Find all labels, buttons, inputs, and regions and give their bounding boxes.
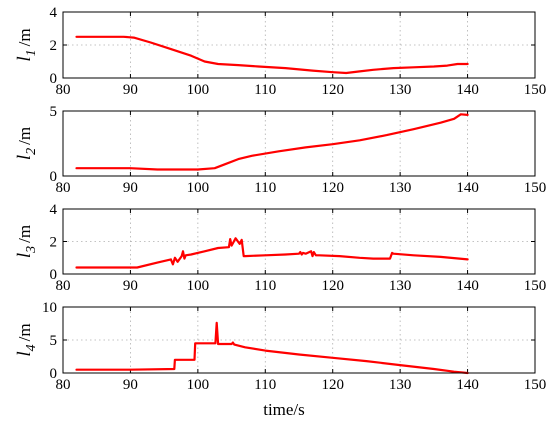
x-tick-label: 80 bbox=[56, 82, 71, 98]
y-axis-label-subscript: 4 bbox=[24, 344, 39, 351]
axes-frame bbox=[62, 306, 536, 374]
x-tick-label: 110 bbox=[254, 377, 276, 393]
x-tick-label: 80 bbox=[56, 377, 71, 393]
x-tick-label: 110 bbox=[254, 180, 276, 196]
y-tick-label: 5 bbox=[50, 333, 58, 349]
y-axis-label-symbol: l bbox=[14, 351, 35, 356]
y-axis-label-subscript: 2 bbox=[24, 148, 39, 155]
y-tick-label: 0 bbox=[50, 71, 58, 87]
y-tick-label: 2 bbox=[50, 38, 58, 54]
y-tick-label: 4 bbox=[50, 5, 58, 21]
x-tick-label: 110 bbox=[254, 82, 276, 98]
y-tick-label: 0 bbox=[50, 267, 58, 283]
y-tick-label: 5 bbox=[50, 104, 58, 120]
x-tick-label: 80 bbox=[56, 278, 71, 294]
x-tick-label: 90 bbox=[123, 82, 138, 98]
x-tick-label: 100 bbox=[187, 377, 210, 393]
x-tick-label: 150 bbox=[524, 377, 547, 393]
x-tick-label: 140 bbox=[456, 180, 479, 196]
y-axis-label: l3/m bbox=[14, 225, 39, 258]
y-axis-label-unit: /m bbox=[15, 127, 34, 145]
x-tick-label: 120 bbox=[321, 82, 344, 98]
x-tick-label: 90 bbox=[123, 377, 138, 393]
x-tick-label: 140 bbox=[456, 82, 479, 98]
x-tick-label: 140 bbox=[456, 377, 479, 393]
x-tick-label: 100 bbox=[187, 180, 210, 196]
y-tick-label: 4 bbox=[50, 202, 58, 218]
series-line-3 bbox=[75, 237, 469, 269]
y-axis-label: l4/m bbox=[14, 323, 39, 356]
x-tick-label: 100 bbox=[187, 278, 210, 294]
y-axis-label-symbol: l bbox=[14, 56, 35, 61]
series-line-4 bbox=[75, 321, 469, 375]
y-axis-label-unit: /m bbox=[15, 225, 34, 243]
x-tick-label: 100 bbox=[187, 82, 210, 98]
x-tick-label: 140 bbox=[456, 278, 479, 294]
axes-frame bbox=[62, 208, 536, 275]
x-tick-label: 120 bbox=[321, 377, 344, 393]
y-axis-label: l2/m bbox=[14, 127, 39, 160]
x-tick-label: 130 bbox=[389, 377, 412, 393]
y-tick-label: 10 bbox=[42, 300, 57, 316]
subplot-2: 80 90 100 110 120 130 140 150 0 5 l2/m bbox=[14, 104, 546, 196]
subplot-3: 80 90 100 110 120 130 140 150 0 2 4 l3/m bbox=[14, 202, 546, 294]
y-tick-label: 2 bbox=[50, 235, 58, 251]
x-tick-label: 120 bbox=[321, 180, 344, 196]
y-tick-label: 0 bbox=[50, 169, 58, 185]
x-tick-label: 150 bbox=[524, 82, 547, 98]
y-axis-label-unit: /m bbox=[15, 323, 34, 341]
y-axis-label-subscript: 1 bbox=[24, 49, 39, 56]
x-tick-label: 120 bbox=[321, 278, 344, 294]
y-axis-label-symbol: l bbox=[14, 253, 35, 258]
x-tick-label: 150 bbox=[524, 278, 547, 294]
x-tick-label: 130 bbox=[389, 82, 412, 98]
y-axis-label: l1/m bbox=[14, 28, 39, 61]
y-axis-label-subscript: 3 bbox=[24, 246, 39, 254]
x-axis-label: time/s bbox=[263, 400, 305, 419]
y-axis-label-symbol: l bbox=[14, 155, 35, 160]
subplot-1: 80 90 100 110 120 130 140 150 0 2 4 l1/m bbox=[14, 5, 546, 98]
y-axis-label-unit: /m bbox=[15, 28, 34, 46]
x-tick-label: 110 bbox=[254, 278, 276, 294]
y-tick-label: 0 bbox=[50, 366, 58, 382]
x-tick-label: 130 bbox=[389, 278, 412, 294]
axes-frame bbox=[62, 11, 536, 79]
series-line-2 bbox=[75, 113, 469, 171]
x-tick-label: 80 bbox=[56, 180, 71, 196]
x-tick-label: 90 bbox=[123, 180, 138, 196]
x-tick-label: 130 bbox=[389, 180, 412, 196]
series-line-1 bbox=[75, 35, 469, 75]
x-tick-label: 150 bbox=[524, 180, 547, 196]
x-tick-label: 90 bbox=[123, 278, 138, 294]
axes-frame bbox=[62, 110, 536, 177]
